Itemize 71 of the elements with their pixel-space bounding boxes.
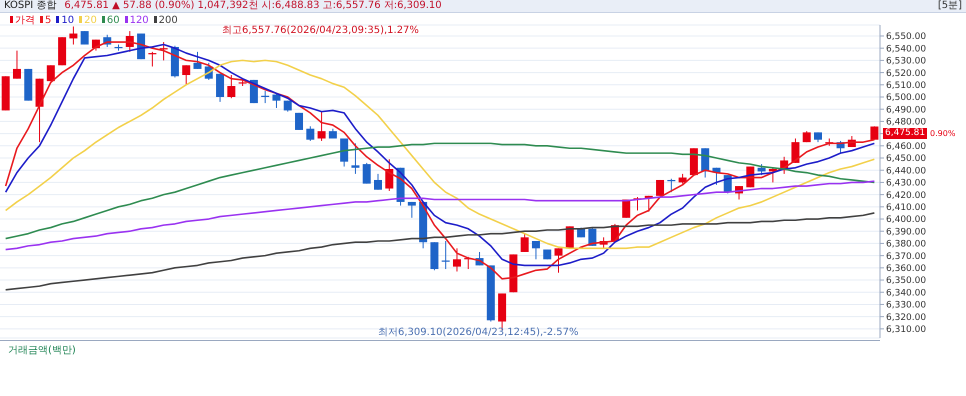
legend-label: 60: [106, 15, 120, 26]
candlestick: [351, 142, 360, 174]
y-tick-label: 6,330.00: [886, 300, 926, 311]
legend-label: 가격: [14, 15, 35, 26]
y-tick-label: 6,310.00: [886, 325, 926, 336]
y-tick-label: 6,380.00: [886, 240, 926, 250]
y-tick-label: 6,480.00: [886, 118, 926, 128]
candlestick: [284, 100, 292, 112]
annotation: 최고6,557.76(2026/04/23,09:35),1.27%: [222, 24, 419, 37]
y-tick-label: 6,460.00: [886, 142, 926, 152]
legend-label: 20: [83, 15, 97, 26]
text: 6,475.81: [883, 128, 928, 138]
candlestick: [12, 50, 21, 80]
y-tick-label: 6,440.00: [886, 166, 926, 176]
y-tick-label: 6,350.00: [886, 276, 926, 286]
candlestick: [295, 112, 304, 130]
y-tick-label: 6,490.00: [886, 105, 926, 116]
candlestick: [543, 249, 552, 260]
text: 거래금액(백만): [8, 344, 76, 357]
candlestick: [408, 201, 416, 218]
annotation: 최저6,309.10(2026/04/23,12:45),-2.57%: [378, 326, 579, 339]
candlestick: [554, 248, 563, 274]
candlestick: [328, 128, 337, 139]
candlestick: [160, 42, 168, 61]
candlestick: [678, 173, 687, 184]
candlestick: [385, 158, 394, 192]
text: [5분]: [938, 0, 962, 12]
legend-label: 120: [128, 15, 149, 26]
candlestick: [216, 73, 224, 102]
candlestick: [272, 92, 280, 108]
candlestick: [758, 164, 766, 176]
candlestick: [80, 30, 89, 46]
chart-subtitle: 6,475.81 ▲ 57.88 (0.90%) 1,047,392천 시:6,488.83 고:6,557.76 저:6,309.10: [64, 0, 442, 11]
candlestick: [306, 126, 314, 142]
candlestick: [374, 173, 382, 190]
y-tick-label: 6,450.00: [886, 154, 926, 164]
legend-label: 200: [158, 15, 178, 26]
y-tick-label: 6,520.00: [886, 68, 926, 79]
candlestick: [340, 138, 348, 168]
candlestick: [193, 51, 202, 70]
y-tick-label: 6,390.00: [886, 227, 926, 238]
y-tick-label: 6,540.00: [886, 44, 926, 54]
candlestick: [69, 26, 78, 46]
candlestick: [362, 162, 371, 184]
y-tick-label: 6,320.00: [886, 312, 926, 323]
y-tick-label: 6,510.00: [886, 80, 926, 91]
candlestick: [656, 179, 664, 196]
candlestick: [452, 248, 461, 272]
candlestick: [520, 233, 529, 252]
y-tick-label: 6,410.00: [886, 203, 926, 214]
y-tick-label: 6,500.00: [886, 93, 926, 104]
y-tick-label: 6,360.00: [886, 264, 926, 274]
candlestick: [532, 240, 540, 260]
candlestick: [182, 64, 190, 86]
legend-label: 10: [60, 15, 74, 26]
line-series: [4, 212, 876, 291]
chart-title: KOSPI 종합: [4, 0, 56, 11]
candlestick: [577, 227, 586, 238]
y-tick-label: 6,370.00: [886, 252, 926, 262]
y-tick-label: 6,400.00: [886, 215, 926, 226]
y-tick-label: 6,550.00: [886, 32, 926, 42]
y-tick-label: 6,340.00: [886, 288, 926, 298]
text: 0.90%: [930, 128, 956, 138]
candlestick: [227, 74, 236, 99]
y-tick-label: 6,430.00: [886, 178, 926, 189]
y-tick-label: 6,530.00: [886, 56, 926, 67]
y-tick-label: 6,420.00: [886, 190, 926, 201]
candlestick: [318, 111, 326, 142]
legend-label: 5: [44, 15, 52, 26]
candlestick: [148, 51, 156, 67]
candlestick: [622, 199, 630, 218]
